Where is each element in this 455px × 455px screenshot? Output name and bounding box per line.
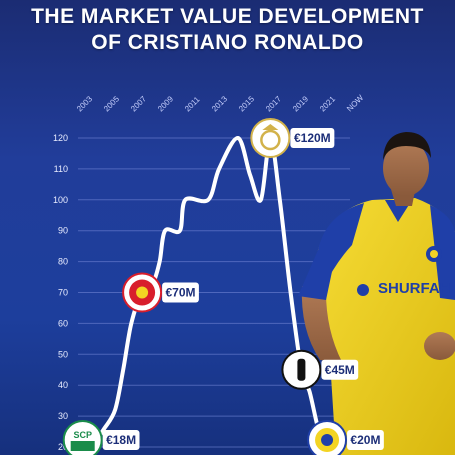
sporting-crest-stripe [70, 441, 95, 451]
y-tick-label: 90 [58, 226, 68, 236]
value-label: €70M [165, 286, 195, 300]
annotation: €20M [307, 420, 384, 455]
sporting-crest-text: SCP [73, 430, 92, 440]
value-label-bg [290, 128, 335, 148]
value-label-bg [347, 430, 384, 450]
y-tick-label: 100 [53, 195, 68, 205]
x-tick-label: NOW [345, 93, 366, 114]
manchester-united-crest-center [136, 286, 149, 299]
value-label: €20M [350, 433, 380, 447]
annotation: €70M [122, 272, 199, 313]
value-label-bg [162, 282, 199, 303]
player-photo: SHURFAH [298, 132, 455, 455]
value-label: €120M [294, 131, 331, 145]
annotation: SCP €18M [62, 420, 140, 455]
x-tick-label: 2013 [210, 94, 229, 113]
annotation: €120M [250, 118, 335, 158]
value-label-bg [102, 430, 140, 450]
x-axis-ticks: 2003 2005 2007 2009 2011 2013 2015 2017 2019 2021… [75, 93, 366, 114]
y-tick-label: 80 [58, 257, 68, 267]
x-tick-label: 2009 [156, 94, 175, 113]
x-tick-label: 2015 [237, 94, 256, 113]
value-label: €18M [106, 433, 136, 447]
market-value-line [80, 136, 330, 455]
gridlines [78, 137, 350, 448]
x-tick-label: 2003 [75, 94, 94, 113]
y-tick-label: 50 [58, 349, 68, 359]
value-label-bg [321, 359, 359, 380]
real-madrid-crest-crown [262, 124, 279, 130]
y-tick-label: 70 [58, 288, 68, 298]
y-tick-label: 120 [53, 133, 68, 143]
y-tick-label: 60 [58, 318, 68, 328]
juventus-crest-mark [297, 358, 306, 381]
club-annotations: SCP €18M €70M €120M €45M €20M [62, 118, 384, 455]
chart-title-line1: THE MARKET VALUE DEVELOPMENT [31, 5, 424, 28]
jersey-sponsor-text: SHURFAH [378, 280, 451, 297]
x-tick-label: 2017 [264, 94, 283, 113]
y-tick-label: 20 [58, 442, 68, 452]
x-tick-label: 2005 [102, 94, 121, 113]
x-tick-label: 2019 [291, 94, 310, 113]
value-label: €45M [325, 363, 355, 377]
y-tick-label: 110 [54, 164, 68, 174]
real-madrid-crest-ring [260, 129, 281, 151]
annotation: €45M [281, 349, 359, 390]
real-madrid-crest-icon [250, 118, 291, 158]
y-axis-ticks: 20 30 40 50 60 70 80 90 100 110 120 [53, 133, 68, 452]
chart-title-line2: OF CRISTIANO RONALDO [91, 31, 364, 54]
x-tick-label: 2007 [129, 94, 148, 113]
x-tick-label: 2011 [183, 94, 202, 113]
y-tick-label: 30 [58, 411, 68, 421]
al-nassr-crest-center [321, 434, 334, 446]
y-tick-label: 40 [58, 380, 68, 390]
x-tick-label: 2021 [318, 94, 337, 113]
